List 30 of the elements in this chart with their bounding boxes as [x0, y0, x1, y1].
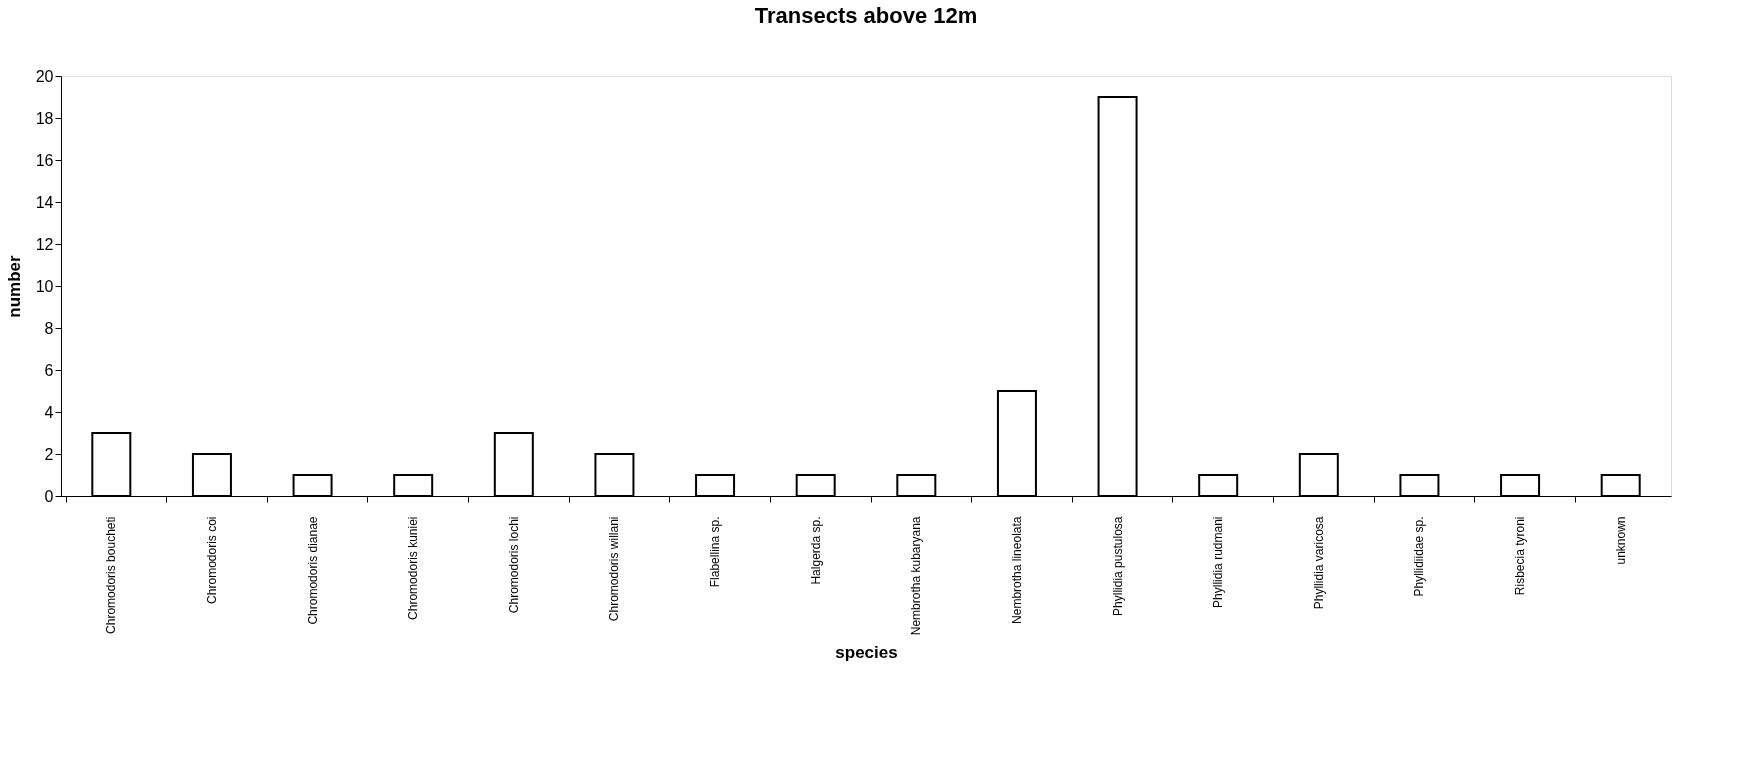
x-tick-label: Phyllidia pustulosa [1110, 516, 1125, 616]
x-tick-label: Phyllidiidae sp. [1412, 516, 1427, 597]
x-tick-label: Chromodoris boucheti [104, 516, 119, 634]
y-tick-label: 20 [35, 67, 54, 85]
x-tick-label: Chromodoris dianae [305, 516, 320, 625]
x-tick-label: Phyllidia rudmani [1211, 516, 1226, 608]
x-tick-label: Nembrotha kubaryana [909, 516, 924, 636]
x-tick-label: Nembrotha lineolata [1009, 516, 1024, 624]
x-tick-label: Flabellina sp. [708, 516, 723, 588]
x-tick-label: Halgerda sp. [808, 516, 823, 585]
y-tick-label: 2 [44, 445, 54, 463]
x-axis-title: species [835, 643, 898, 663]
chart-title: Transects above 12m [754, 3, 978, 28]
y-axis-title: number [4, 254, 24, 318]
y-tick-label: 6 [44, 361, 54, 379]
x-tick-label: Chromodoris kuniei [406, 516, 421, 620]
y-tick-label: 16 [35, 151, 54, 169]
x-tick-label: unknown [1613, 516, 1628, 565]
x-tick-label: Chromodoris coi [204, 516, 219, 604]
y-tick-label: 18 [35, 109, 54, 127]
y-tick-label: 14 [35, 193, 54, 211]
y-tick-label: 4 [44, 403, 54, 421]
y-tick-label: 12 [35, 235, 54, 253]
y-tick-label: 0 [44, 487, 54, 505]
x-tick-label: Chromodoris lochi [506, 516, 521, 614]
x-tick-label: Risbecia tyroni [1513, 516, 1528, 596]
y-tick-label: 8 [44, 319, 54, 337]
x-tick-label: Phyllidia varicosa [1311, 516, 1326, 610]
x-tick-label: Chromodoris willani [607, 516, 622, 622]
y-tick-label: 10 [35, 277, 54, 295]
